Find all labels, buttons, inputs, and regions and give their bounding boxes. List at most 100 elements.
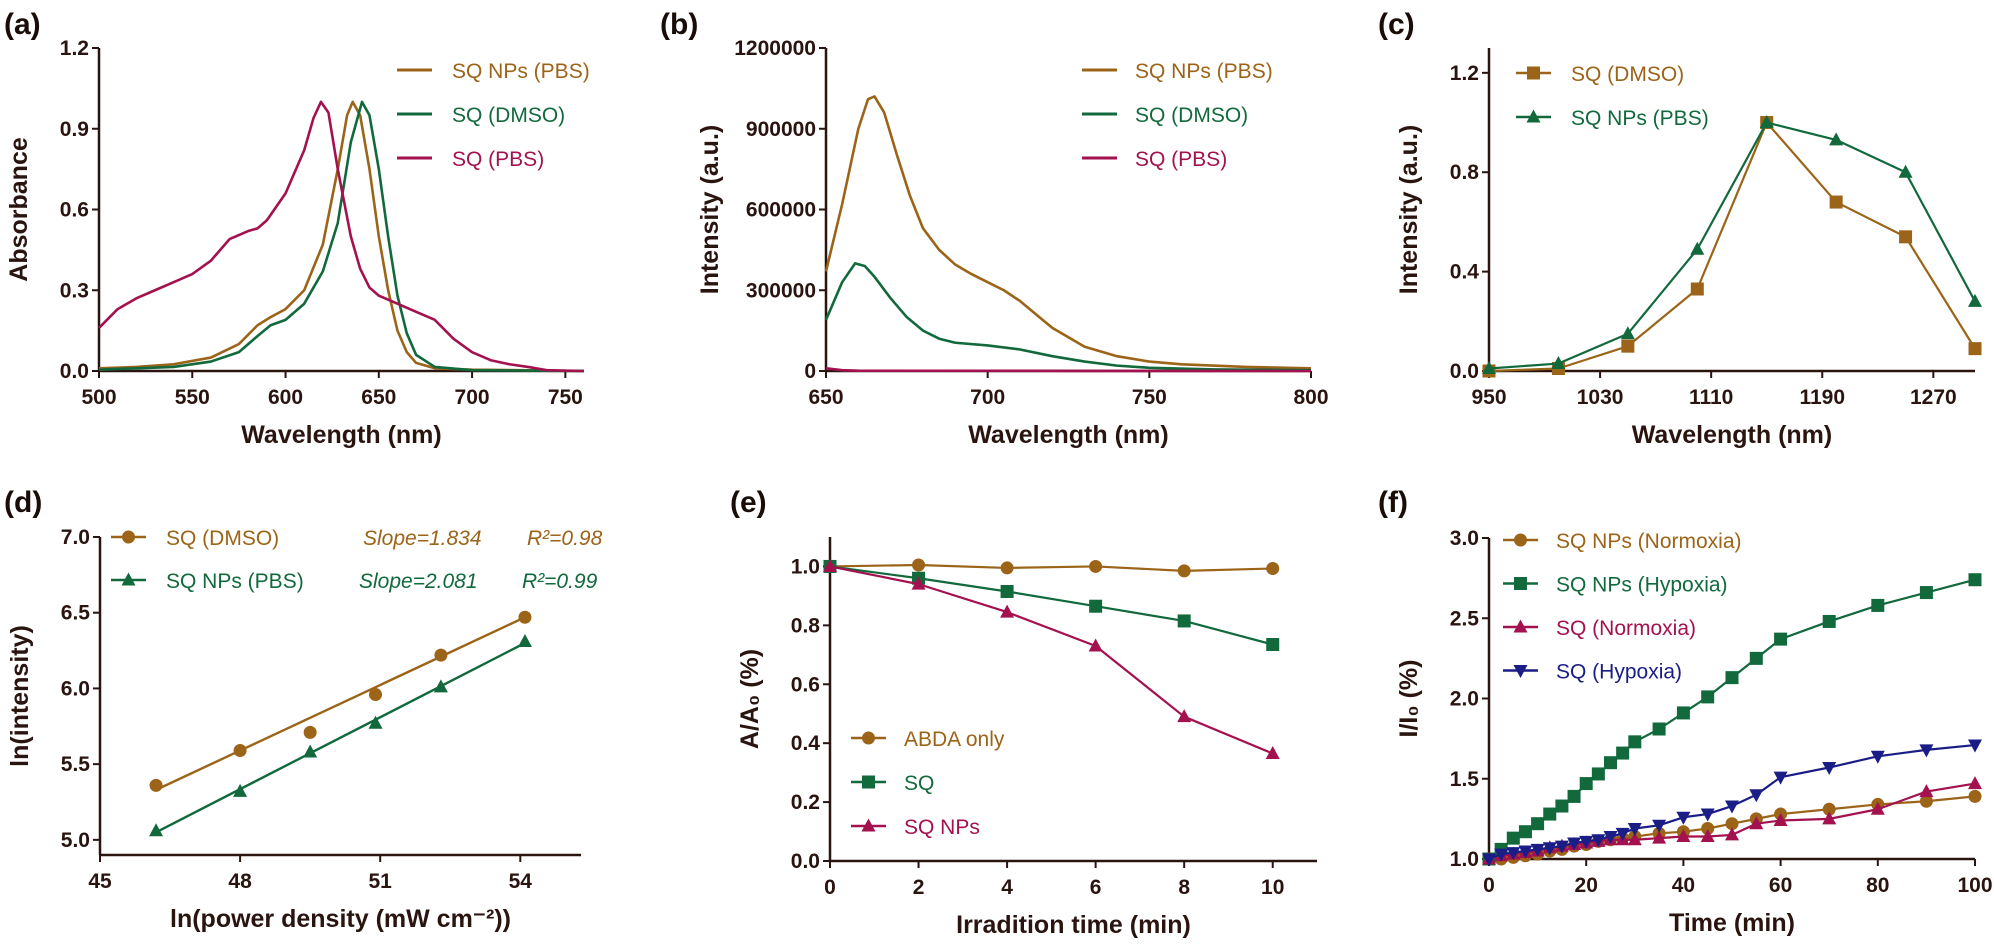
data-point (1968, 776, 1982, 790)
data-point (1518, 845, 1533, 859)
data-point (1725, 800, 1739, 814)
x-axis-title: Wavelength (nm) (241, 421, 441, 449)
legend-marker (861, 818, 876, 832)
y-tick-label: 900000 (746, 118, 816, 141)
panel-label: (f) (1378, 486, 1408, 519)
data-point (1177, 564, 1191, 578)
series-sq-nps-hypoxia (1482, 573, 1982, 866)
legend-marker (121, 572, 136, 586)
series-line (1488, 121, 1976, 370)
legend-label: ABDA only (904, 728, 1005, 751)
x-tick-label: 1270 (1910, 386, 1957, 409)
x-tick-label: 650 (808, 386, 843, 409)
data-point (1676, 706, 1690, 720)
data-point (1822, 762, 1837, 776)
data-point (912, 558, 926, 572)
series-line (824, 95, 1312, 370)
data-point (1749, 651, 1763, 665)
series-sq-nps-pbs (1482, 115, 1982, 375)
data-point (823, 558, 837, 572)
panel-label: (c) (1378, 8, 1415, 41)
data-point (1494, 848, 1509, 862)
y-tick-label: 300000 (746, 279, 816, 302)
legend-label: SQ (904, 772, 934, 795)
legend-label: SQ NPs (PBS) (1135, 60, 1273, 83)
legend-item: SQ NPs (851, 816, 980, 839)
data-point (1829, 195, 1843, 209)
x-tick-label: 6 (1090, 876, 1102, 899)
data-point (1506, 847, 1521, 861)
data-point (1725, 827, 1739, 841)
legend-item: SQ (Hypoxia) (1503, 661, 1682, 684)
y-axis-title: I/I₀ (%) (1395, 660, 1423, 738)
data-point (1554, 840, 1569, 854)
data-point (1089, 599, 1103, 613)
data-point (1506, 831, 1520, 845)
y-tick-label: 0.6 (791, 673, 820, 696)
y-tick-label: 5.0 (61, 829, 90, 852)
data-point (1616, 746, 1630, 760)
x-tick-label: 2 (913, 876, 925, 899)
data-point (1551, 356, 1566, 370)
data-point (1000, 584, 1014, 598)
panel-label: (d) (4, 486, 42, 519)
data-point (1567, 789, 1581, 803)
data-point (1603, 831, 1618, 845)
data-point (1968, 739, 1982, 753)
x-tick-label: 700 (455, 386, 490, 409)
data-point (1773, 812, 1788, 826)
x-axis-title: Wavelength (nm) (968, 421, 1168, 449)
x-tick-label: 1030 (1577, 386, 1624, 409)
data-point (1968, 573, 1982, 587)
data-point (1628, 735, 1642, 749)
legend-item: SQ NPs (PBS) (1516, 107, 1709, 130)
x-tick-label: 100 (1957, 874, 1992, 897)
y-tick-label: 1.2 (1450, 62, 1479, 85)
y-tick-label: 0.4 (791, 732, 821, 755)
data-point (1749, 816, 1764, 830)
panel-a: (a) 500 550 600 650 700 750 0.0 0.3 0.6 0.9 1.2 Wave… (4, 8, 590, 449)
panel-label: (a) (4, 8, 41, 41)
data-point (1871, 598, 1885, 612)
data-point (1749, 789, 1764, 803)
x-tick-label: 500 (81, 386, 116, 409)
y-tick-label: 0 (804, 360, 816, 383)
y-tick-label: 0.3 (60, 279, 89, 302)
legend-label: SQ NPs (PBS) (166, 570, 304, 593)
y-tick-label: 2.5 (1450, 607, 1480, 630)
series-line (98, 100, 585, 373)
data-point (1700, 808, 1715, 822)
data-point (1579, 835, 1594, 849)
series-sq-dmso (149, 610, 532, 792)
legend-item: SQ NPs (Hypoxia) (1503, 574, 1728, 597)
data-point (1690, 241, 1705, 255)
data-point (1265, 745, 1280, 759)
data-point (1676, 829, 1691, 843)
x-tick-label: 20 (1575, 874, 1598, 897)
series-sq-dmso (98, 100, 585, 373)
series-line (829, 565, 1274, 755)
data-point (1759, 115, 1774, 129)
legend-label: SQ NPs (Normoxia) (1556, 530, 1742, 553)
legend-marker (1514, 533, 1527, 547)
x-tick-label: 750 (548, 386, 583, 409)
x-tick-label: 750 (1132, 386, 1167, 409)
data-point (1088, 638, 1103, 652)
data-point (1567, 837, 1582, 851)
data-point (1482, 853, 1496, 867)
panel-e: (e) 0 2 4 6 8 10 0.0 0.2 0.4 0.6 0.8 1.0 Irradition t… (730, 486, 1317, 939)
data-point (1555, 799, 1569, 813)
x-tick-label: 1110 (1689, 386, 1733, 409)
legend-marker (1526, 109, 1541, 123)
data-point (1000, 604, 1015, 618)
series-line (1488, 121, 1976, 373)
legend-item: SQ (DMSO) (397, 104, 565, 127)
fit-line (155, 641, 526, 834)
y-axis-title: ln(intensity) (6, 625, 34, 767)
data-point (1822, 811, 1837, 825)
data-point (433, 679, 448, 693)
legend-item: SQ NPs (PBS) Slope=2.081 R²=0.99 (111, 570, 598, 593)
x-tick-label: 48 (228, 870, 252, 893)
data-point (1652, 830, 1667, 844)
data-point (1177, 614, 1191, 628)
